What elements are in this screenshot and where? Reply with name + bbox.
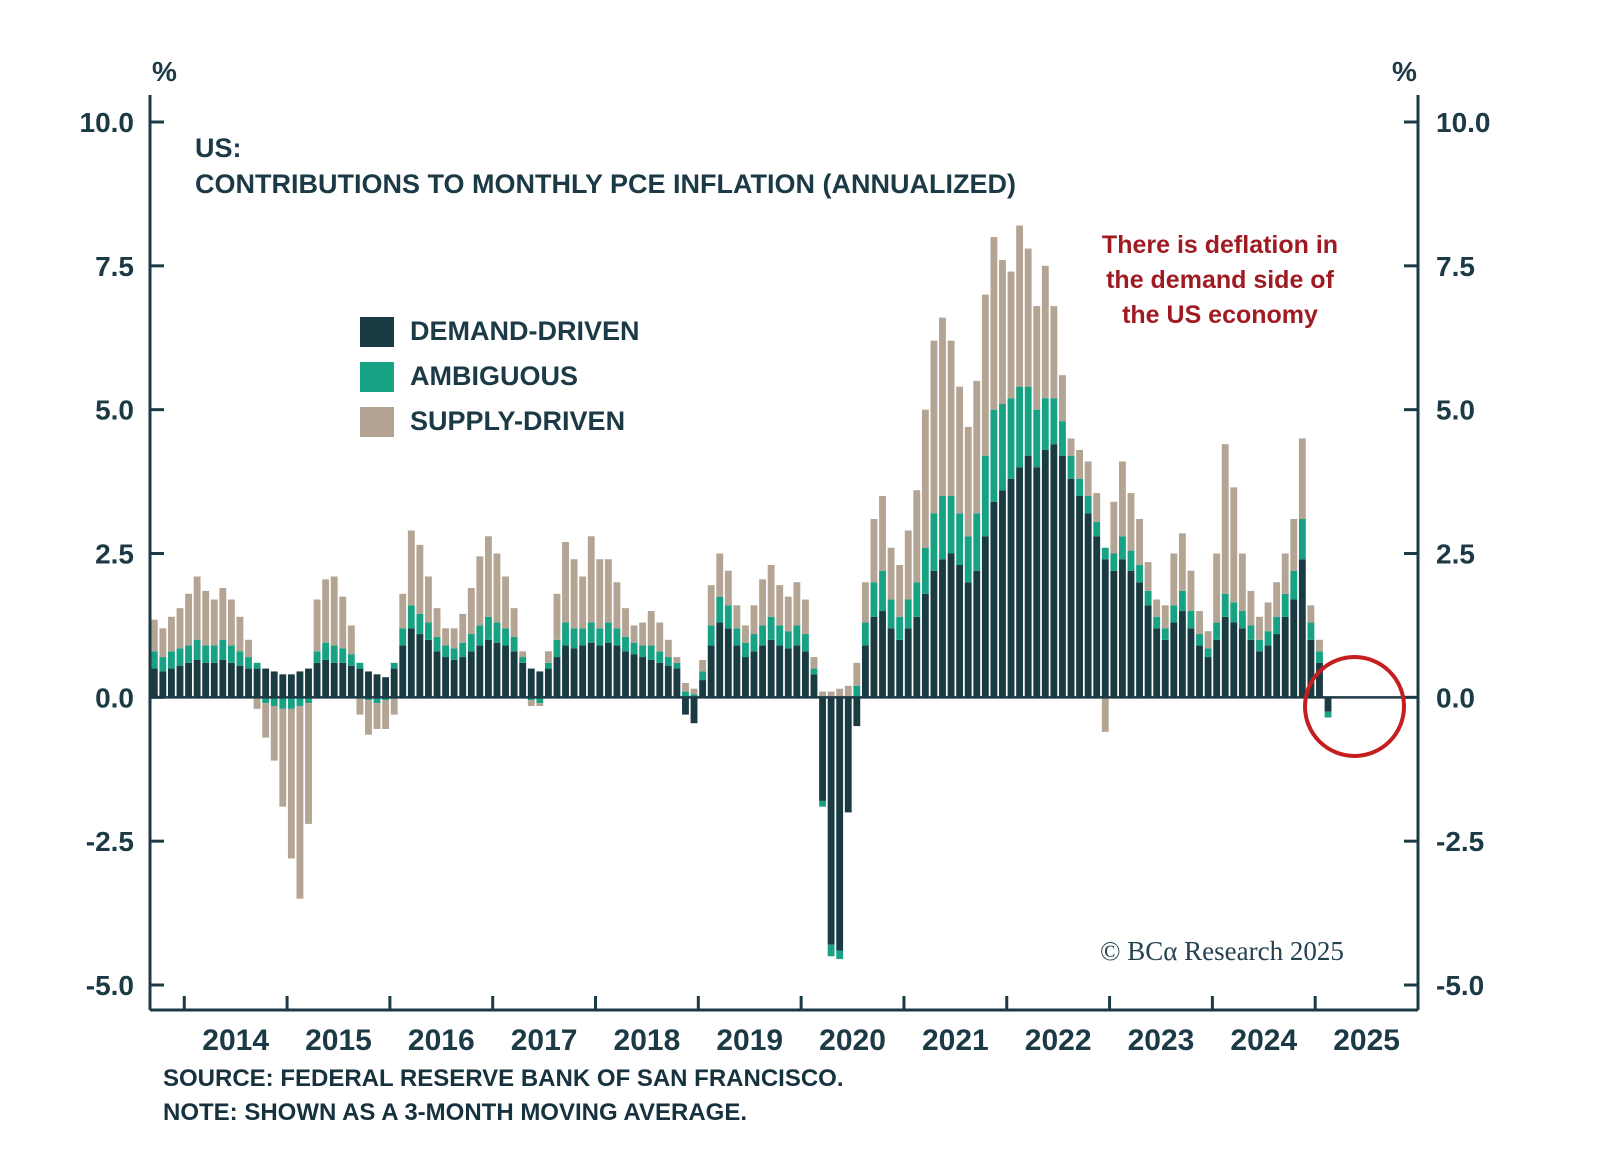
legend-item-supply: SUPPLY-DRIVEN [360,406,640,437]
y-axis-unit-left: % [152,56,177,87]
svg-text:2020: 2020 [819,1024,886,1057]
legend-item-demand: DEMAND-DRIVEN [360,316,640,347]
legend-label-supply: SUPPLY-DRIVEN [410,406,626,436]
svg-text:2015: 2015 [305,1024,372,1057]
svg-text:5.0: 5.0 [95,395,134,426]
legend-label-demand: DEMAND-DRIVEN [410,316,640,346]
svg-text:2025: 2025 [1333,1024,1400,1057]
deflation-annotation-line1: There is deflation in [1101,231,1339,259]
deflation-annotation-line3: the US economy [1122,301,1318,329]
svg-text:-2.5: -2.5 [86,826,134,857]
deflation-annotation: There is deflation in the demand side of… [1062,228,1378,333]
legend-item-ambiguous: AMBIGUOUS [360,361,640,392]
legend-label-ambiguous: AMBIGUOUS [410,361,578,391]
svg-text:7.5: 7.5 [95,251,134,282]
y-axis-unit-right: % [1392,56,1417,87]
svg-text:2014: 2014 [202,1024,269,1057]
svg-text:0.0: 0.0 [95,682,134,713]
svg-text:5.0: 5.0 [1436,395,1475,426]
demand-swatch-icon [360,316,394,347]
svg-text:2024: 2024 [1230,1024,1297,1057]
svg-text:2016: 2016 [408,1024,475,1057]
copyright-notice: © BCα Research 2025 [1100,936,1344,966]
svg-text:0.0: 0.0 [1436,682,1475,713]
svg-text:2023: 2023 [1128,1024,1195,1057]
chart-title-line1: US: [195,133,242,163]
source-note: SOURCE: FEDERAL RESERVE BANK OF SAN FRAN… [163,1062,844,1130]
svg-text:-5.0: -5.0 [1436,970,1484,1001]
ambiguous-swatch-icon [360,361,394,392]
svg-text:7.5: 7.5 [1436,251,1475,282]
svg-text:2022: 2022 [1025,1024,1092,1057]
chart-title: US: CONTRIBUTIONS TO MONTHLY PCE INFLATI… [195,130,1016,203]
svg-text:2.5: 2.5 [1436,539,1475,570]
svg-text:10.0: 10.0 [80,107,135,138]
svg-text:2017: 2017 [511,1024,578,1057]
svg-text:-5.0: -5.0 [86,970,134,1001]
svg-text:2018: 2018 [614,1024,681,1057]
supply-swatch-icon [360,406,394,437]
deflation-circle-annotation [1303,655,1406,758]
legend: DEMAND-DRIVEN AMBIGUOUS SUPPLY-DRIVEN [360,316,640,451]
note-line: NOTE: SHOWN AS A 3-MONTH MOVING AVERAGE. [163,1099,748,1127]
svg-text:10.0: 10.0 [1436,107,1491,138]
deflation-annotation-line2: the demand side of [1106,266,1334,294]
source-line: SOURCE: FEDERAL RESERVE BANK OF SAN FRAN… [163,1065,844,1092]
svg-text:2.5: 2.5 [95,539,134,570]
svg-text:-2.5: -2.5 [1436,826,1484,857]
svg-text:2019: 2019 [716,1024,783,1057]
svg-text:2021: 2021 [922,1024,989,1057]
chart-title-line2: CONTRIBUTIONS TO MONTHLY PCE INFLATION (… [195,169,1016,200]
